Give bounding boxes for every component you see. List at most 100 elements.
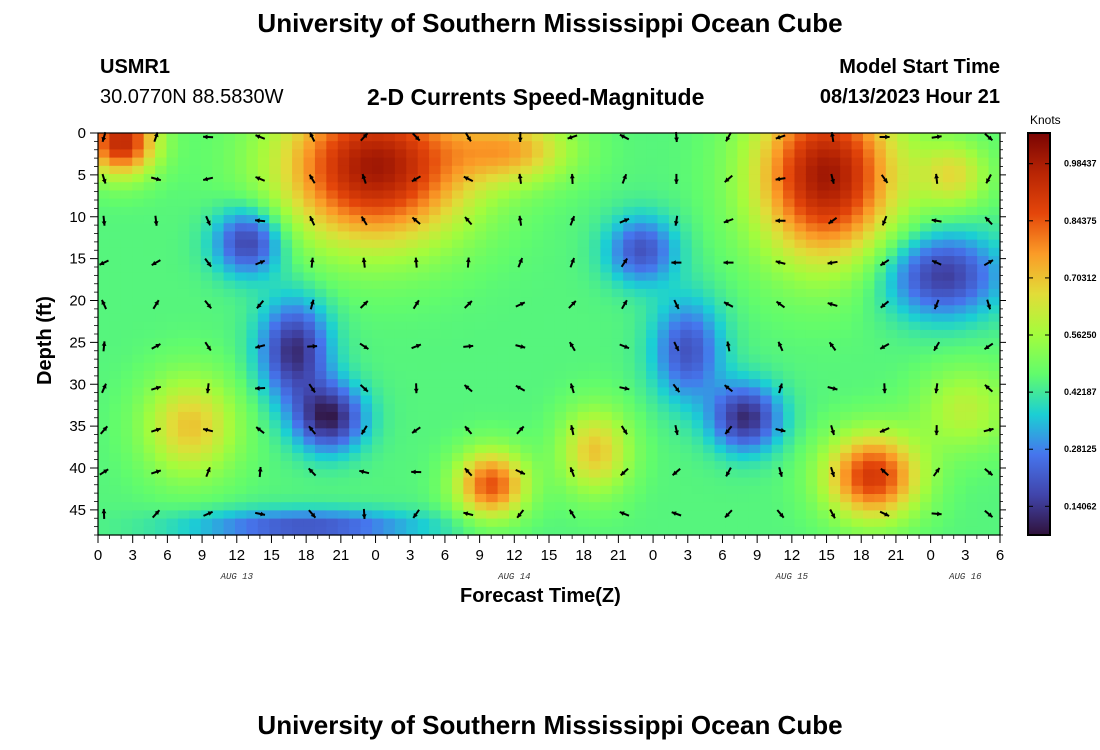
heatmap-cell	[372, 444, 385, 454]
heatmap-cell	[109, 133, 122, 142]
heatmap-cell	[509, 461, 522, 470]
heatmap-cell	[280, 362, 293, 372]
heatmap-cell	[737, 264, 750, 274]
current-arrow	[203, 510, 214, 517]
heatmap-cell	[360, 403, 373, 413]
heatmap-cell	[269, 493, 282, 503]
heatmap-cell	[189, 149, 202, 159]
heatmap-cell	[486, 338, 499, 347]
heatmap-cell	[394, 272, 407, 282]
current-arrow	[985, 174, 992, 184]
heatmap-cell	[600, 338, 613, 347]
current-arrow	[934, 383, 939, 394]
heatmap-cell	[383, 288, 396, 298]
heatmap-cell	[474, 231, 487, 241]
heatmap-cell	[657, 305, 670, 315]
heatmap-cell	[531, 321, 544, 331]
heatmap-cell	[885, 346, 898, 356]
heatmap-cell	[189, 223, 202, 233]
heatmap-cell	[200, 354, 213, 364]
heatmap-cell	[497, 133, 510, 142]
heatmap-cell	[840, 157, 853, 167]
heatmap-cell	[600, 141, 613, 150]
current-arrow	[411, 469, 422, 475]
heatmap-cell	[109, 215, 122, 224]
heatmap-cell	[977, 510, 990, 520]
heatmap-cell	[703, 280, 716, 290]
heatmap-cell	[634, 206, 647, 216]
heatmap-cell	[566, 182, 579, 192]
heatmap-cell	[531, 206, 544, 216]
heatmap-cell	[942, 288, 955, 298]
heatmap-cell	[897, 510, 910, 520]
heatmap-cell	[668, 362, 681, 372]
heatmap-cell	[611, 264, 624, 274]
heatmap-cell	[748, 272, 761, 282]
heatmap-cell	[463, 354, 476, 364]
heatmap-cell	[828, 133, 841, 142]
heatmap-cell	[771, 452, 784, 462]
heatmap-cell	[463, 198, 476, 208]
heatmap-cell	[703, 256, 716, 265]
heatmap-cell	[486, 411, 499, 421]
heatmap-cell	[155, 493, 168, 503]
heatmap-cell	[394, 157, 407, 167]
heatmap-cell	[954, 231, 967, 241]
heatmap-cell	[372, 264, 385, 274]
heatmap-cell	[851, 297, 864, 306]
heatmap-cell	[623, 256, 636, 265]
heatmap-cell	[360, 526, 373, 536]
heatmap-cell	[349, 518, 362, 528]
heatmap-cell	[394, 165, 407, 175]
current-arrow	[879, 259, 890, 267]
heatmap-cell	[463, 485, 476, 495]
heatmap-cell	[680, 206, 693, 216]
heatmap-cell	[691, 149, 704, 159]
heatmap-cell	[326, 165, 339, 175]
heatmap-cell	[326, 338, 339, 347]
heatmap-cell	[120, 272, 133, 282]
heatmap-cell	[155, 206, 168, 216]
heatmap-cell	[372, 297, 385, 306]
heatmap-cell	[703, 141, 716, 150]
heatmap-cell	[360, 272, 373, 282]
heatmap-cell	[897, 526, 910, 536]
heatmap-cell	[155, 231, 168, 241]
heatmap-cell	[337, 321, 350, 331]
heatmap-cell	[851, 346, 864, 356]
heatmap-cell	[98, 239, 111, 249]
heatmap-cell	[851, 411, 864, 421]
heatmap-cell	[611, 354, 624, 364]
heatmap-cell	[931, 215, 944, 224]
current-arrow	[674, 173, 679, 184]
heatmap-cell	[908, 387, 921, 397]
heatmap-cell	[383, 338, 396, 347]
heatmap-cell	[920, 165, 933, 175]
heatmap-cell	[200, 165, 213, 175]
heatmap-cell	[497, 526, 510, 536]
heatmap-cell	[349, 297, 362, 306]
heatmap-cell	[406, 502, 419, 511]
heatmap-cell	[463, 165, 476, 175]
heatmap-cell	[657, 354, 670, 364]
current-arrow	[205, 466, 211, 478]
heatmap-cell	[269, 231, 282, 241]
heatmap-cell	[805, 288, 818, 298]
heatmap-cell	[805, 174, 818, 183]
current-arrow	[931, 259, 942, 266]
heatmap-cell	[851, 215, 864, 224]
heatmap-cell	[463, 461, 476, 470]
current-arrow	[777, 341, 784, 352]
heatmap-cell	[257, 469, 270, 479]
heatmap-cell	[908, 395, 921, 405]
heatmap-cell	[155, 411, 168, 421]
heatmap-cell	[292, 387, 305, 397]
heatmap-cell	[965, 403, 978, 413]
heatmap-cell	[463, 370, 476, 380]
heatmap-cell	[474, 485, 487, 495]
heatmap-cell	[451, 133, 464, 142]
heatmap-cell	[132, 469, 145, 479]
heatmap-cell	[166, 329, 179, 339]
heatmap-cell	[189, 362, 202, 372]
heatmap-cell	[851, 362, 864, 372]
